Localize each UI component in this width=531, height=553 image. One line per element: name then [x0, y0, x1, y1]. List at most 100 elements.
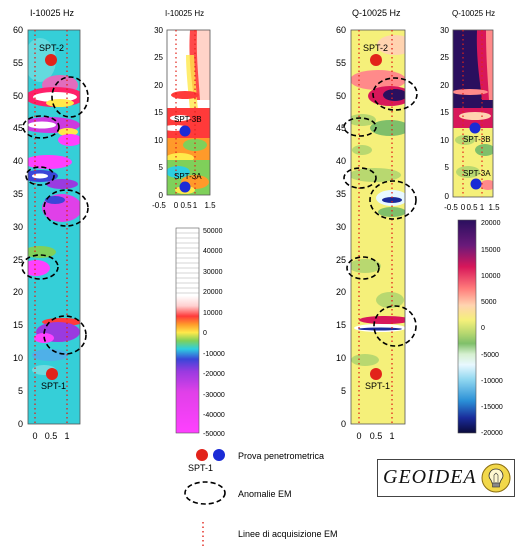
- svg-text:10: 10: [336, 353, 346, 363]
- svg-text:55: 55: [13, 58, 23, 68]
- anomaly-ellipse: [372, 77, 418, 111]
- legend-red-dot: [196, 449, 208, 461]
- svg-text:50: 50: [13, 91, 23, 101]
- svg-text:0: 0: [203, 330, 207, 337]
- anomaly-ellipse: [346, 256, 380, 280]
- svg-text:1: 1: [480, 203, 485, 212]
- svg-text:10000: 10000: [481, 273, 501, 280]
- svg-text:10: 10: [440, 136, 449, 145]
- x-axis-i-small: -0.5 0 0.5 1 1.5: [152, 201, 216, 210]
- svg-text:0.5: 0.5: [45, 431, 58, 441]
- anomaly-ellipse: [22, 115, 60, 139]
- anomaly-ellipse: [43, 189, 89, 227]
- svg-text:55: 55: [336, 58, 346, 68]
- heatmap-i-main: [28, 30, 80, 424]
- svg-text:-0.5: -0.5: [444, 203, 458, 212]
- svg-text:40000: 40000: [203, 248, 223, 255]
- svg-text:-0.5: -0.5: [152, 201, 166, 210]
- svg-text:-20000: -20000: [203, 371, 225, 378]
- anomaly-group: [21, 76, 89, 355]
- svg-text:30: 30: [336, 222, 346, 232]
- colorbar-q-labels: 20000 15000 10000 5000 0 -5000 -10000 -1…: [481, 220, 503, 437]
- svg-text:0: 0: [159, 191, 164, 200]
- spt-2-marker: [45, 54, 57, 66]
- svg-text:25: 25: [13, 255, 23, 265]
- anomaly-ellipse: [51, 76, 89, 118]
- spt-3b-marker: [179, 125, 191, 137]
- panel-i-small: I-10025 Hz SPT-3B SPT-3A 30 25: [152, 9, 216, 210]
- spt-2-marker: [370, 54, 382, 66]
- svg-text:-10000: -10000: [481, 378, 503, 385]
- svg-text:40: 40: [13, 156, 23, 166]
- panel-title: Q-10025 Hz: [352, 8, 401, 18]
- svg-text:10: 10: [154, 136, 163, 145]
- svg-text:1: 1: [389, 431, 394, 441]
- x-axis-q-small: -0.5 0 0.5 1 1.5: [444, 203, 500, 212]
- y-axis-i-main: 60 55 50 45 40 35 30 25 20 15 10 5 0: [13, 25, 23, 429]
- spt-3b-label: SPT-3B: [174, 115, 202, 124]
- svg-text:-15000: -15000: [481, 404, 503, 411]
- svg-text:5: 5: [445, 163, 450, 172]
- colorbar-i-labels: 50000 40000 30000 20000 10000 0 -10000 -…: [203, 228, 225, 438]
- svg-text:1.5: 1.5: [204, 201, 216, 210]
- y-axis-q-main: 60 55 50 45 40 35 30 25 20 15 10 5 0: [336, 25, 346, 429]
- spt-2-label: SPT-2: [363, 43, 388, 53]
- svg-text:0: 0: [356, 431, 361, 441]
- svg-text:15: 15: [154, 108, 163, 117]
- svg-text:0.5: 0.5: [466, 203, 478, 212]
- spt-3a-marker: [179, 181, 191, 193]
- svg-text:10: 10: [13, 353, 23, 363]
- svg-text:30: 30: [154, 26, 163, 35]
- panel-title: Q-10025 Hz: [452, 9, 495, 18]
- svg-text:30: 30: [13, 222, 23, 232]
- svg-text:20000: 20000: [481, 220, 501, 227]
- anomaly-ellipse: [373, 305, 417, 347]
- svg-text:50000: 50000: [203, 228, 223, 235]
- spt-1-marker: [46, 368, 58, 380]
- svg-text:15: 15: [336, 320, 346, 330]
- lightbulb-logo-icon: [481, 463, 511, 493]
- anomaly-ellipse: [21, 254, 59, 280]
- y-axis-q-small: 30 25 20 15 10 5 0: [440, 26, 449, 201]
- svg-text:0: 0: [174, 201, 179, 210]
- legend-anomaly-text: Anomalie EM: [238, 489, 292, 499]
- heatmap-q-small: [453, 30, 493, 197]
- anomaly-group: [343, 77, 418, 347]
- svg-text:0: 0: [481, 325, 485, 332]
- svg-text:0: 0: [461, 203, 466, 212]
- panel-title: I-10025 Hz: [30, 8, 75, 18]
- spt-3a-label: SPT-3A: [463, 169, 491, 178]
- panel-q-main: Q-10025 Hz: [336, 8, 418, 441]
- spt-3a-marker: [470, 178, 482, 190]
- anomaly-ellipse: [25, 166, 55, 186]
- svg-text:25: 25: [440, 53, 449, 62]
- svg-text:1.5: 1.5: [488, 203, 500, 212]
- legend-anomaly-ellipse: [184, 481, 226, 505]
- anomaly-ellipse: [343, 117, 377, 137]
- spt-1-marker: [370, 368, 382, 380]
- x-axis-q-main: 0 0.5 1: [356, 431, 394, 441]
- svg-text:0.5: 0.5: [370, 431, 383, 441]
- svg-text:20: 20: [13, 287, 23, 297]
- spt-2-label: SPT-2: [39, 43, 64, 53]
- heatmap-i-small: [167, 30, 210, 195]
- y-axis-i-small: 30 25 20 15 10 5 0: [154, 26, 163, 200]
- svg-text:0: 0: [32, 431, 37, 441]
- svg-text:15: 15: [13, 320, 23, 330]
- svg-text:45: 45: [336, 123, 346, 133]
- spt-1-label: SPT-1: [365, 381, 390, 391]
- colorbar-i: 50000 40000 30000 20000 10000 0 -10000 -…: [175, 227, 225, 438]
- anomaly-ellipse: [343, 167, 377, 189]
- svg-text:-5000: -5000: [481, 352, 499, 359]
- svg-text:30000: 30000: [203, 269, 223, 276]
- legend-blue-dot: [213, 449, 225, 461]
- svg-text:0: 0: [341, 419, 346, 429]
- svg-text:0.5: 0.5: [180, 201, 192, 210]
- heatmap-q-main: [351, 30, 405, 424]
- svg-text:5: 5: [18, 386, 23, 396]
- svg-text:35: 35: [13, 189, 23, 199]
- svg-text:60: 60: [13, 25, 23, 35]
- geoidea-logo-box: GEOIDEA: [377, 459, 515, 497]
- svg-text:25: 25: [154, 53, 163, 62]
